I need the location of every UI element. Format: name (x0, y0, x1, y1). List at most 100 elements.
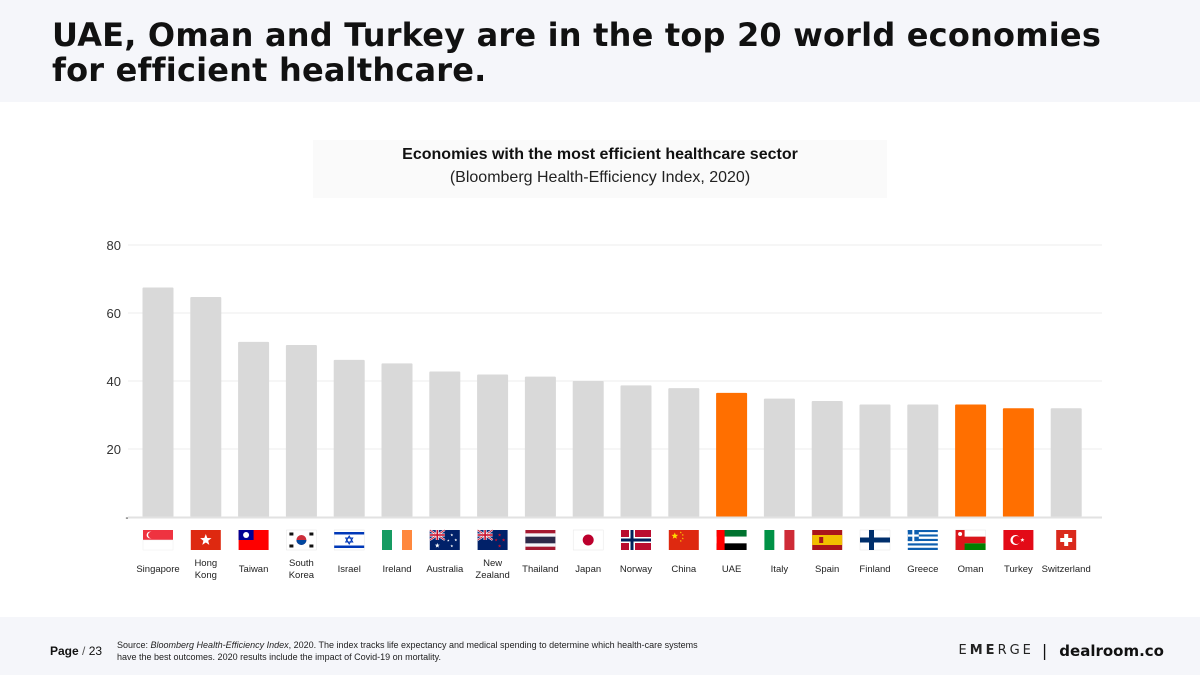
flag-oman-icon (955, 529, 986, 550)
chart-title: Economies with the most efficient health… (402, 146, 798, 163)
flag-taiwan-icon (238, 530, 269, 550)
x-tick-label-line: South (289, 558, 314, 569)
bar-australia (429, 371, 461, 517)
source-citation: Bloomberg Health-Efficiency Index (150, 640, 289, 650)
x-tick-label: Switzerland (1042, 564, 1091, 575)
bar-ireland (381, 363, 413, 517)
x-tick-label: Finland (859, 564, 890, 575)
flag-new-zealand-icon (477, 529, 508, 550)
bar-china (668, 388, 700, 517)
bar-turkey (1002, 408, 1034, 517)
x-tick-label-line: UAE (722, 564, 742, 575)
flag-israel-icon (333, 529, 365, 551)
flag-uae-icon (716, 530, 747, 550)
flag-thailand-icon (525, 530, 556, 550)
header-band: UAE, Oman and Turkey are in the top 20 w… (0, 0, 1200, 102)
dealroom-logo: dealroom.co (1059, 641, 1164, 660)
x-tick-label: Spain (815, 564, 839, 575)
flag-ireland-icon (382, 530, 412, 550)
x-tick-label-line: New (483, 558, 502, 569)
x-tick-label: Turkey (1004, 564, 1033, 575)
x-tick-label-line: Singapore (136, 564, 179, 575)
x-tick-label-line: Australia (426, 564, 464, 575)
bar-south-korea (285, 344, 317, 517)
flag-hong-kong-icon (190, 530, 221, 550)
x-tick-label: Thailand (522, 564, 558, 575)
bar-israel (333, 359, 365, 517)
source-text: , 2020. The index tracks life expectancy… (117, 640, 698, 662)
x-tick-label: China (671, 564, 697, 575)
bar-thailand (524, 376, 556, 517)
source-note: Source: Bloomberg Health-Efficiency Inde… (117, 639, 717, 663)
x-tick-label-line: Japan (575, 564, 601, 575)
flag-japan-icon (572, 529, 604, 551)
bars (142, 287, 1082, 517)
flag-spain-icon (812, 530, 843, 550)
x-tick-label-line: Spain (815, 564, 839, 575)
bar-norway (620, 385, 652, 517)
brand-logos: EMERGE | dealroom.co (959, 641, 1164, 660)
x-tick-label-line: Taiwan (239, 564, 269, 575)
flag-australia-icon (429, 529, 460, 550)
source-prefix: Source: (117, 640, 151, 650)
x-tick-label: Oman (958, 564, 984, 575)
bar-greece (907, 404, 939, 517)
flags (142, 529, 1077, 551)
x-tick-label: Australia (426, 564, 464, 575)
page-number: Page / 23 (50, 644, 102, 658)
flag-italy-icon (764, 530, 795, 550)
x-tick-label-line: Oman (958, 564, 984, 575)
x-tick-label-line: Norway (620, 564, 652, 575)
y-tick-label: 40 (107, 374, 121, 389)
page-separator: / (82, 644, 86, 658)
bar-oman (955, 404, 987, 517)
x-tick-label: UAE (722, 564, 742, 575)
y-tick-zero-label: - (125, 512, 129, 524)
bar-finland (859, 404, 891, 517)
x-tick-label-line: Hong (194, 558, 217, 569)
x-tick-label: Taiwan (239, 564, 269, 575)
x-tick-label-line: Turkey (1004, 564, 1033, 575)
y-tick-label: 20 (107, 442, 121, 457)
emerge-logo-part-c: RGE (997, 643, 1034, 658)
x-tick-label-line: China (671, 564, 697, 575)
flag-finland-icon (859, 529, 891, 551)
x-tick-label-line: Finland (859, 564, 890, 575)
emerge-logo-part-a: E (958, 643, 970, 658)
category-labels: Singapore Hong Kong Taiwan South Korea Israel I… (136, 558, 1090, 581)
bar-hong-kong (190, 297, 222, 517)
flag-china-icon (668, 530, 699, 550)
x-tick-label: Italy (771, 564, 789, 575)
x-tick-label: Ireland (382, 564, 411, 575)
x-tick-label-line: Italy (771, 564, 789, 575)
x-tick-label-line: Kong (195, 570, 217, 581)
emerge-logo: EMERGE (959, 643, 1034, 658)
x-tick-label: Israel (338, 564, 361, 575)
page-number-value: 23 (88, 644, 103, 658)
x-tick-label: South Korea (289, 558, 315, 581)
flag-singapore-icon (142, 530, 174, 551)
x-tick-label: Singapore (136, 564, 179, 575)
bar-switzerland (1050, 408, 1082, 517)
flag-turkey-icon (1003, 530, 1034, 550)
x-tick-label: Japan (575, 564, 601, 575)
bar-italy (763, 398, 795, 517)
flag-switzerland-icon (1056, 530, 1077, 550)
emerge-logo-part-b: ME (969, 643, 998, 658)
page-label: Page (50, 644, 79, 658)
brand-separator: | (1041, 641, 1048, 660)
x-tick-label-line: Ireland (382, 564, 411, 575)
x-tick-label-line: Israel (338, 564, 361, 575)
flag-norway-icon (621, 530, 651, 550)
x-tick-label: Greece (907, 564, 938, 575)
bar-spain (811, 401, 843, 517)
x-tick-label: Norway (620, 564, 652, 575)
x-tick-label-line: Greece (907, 564, 938, 575)
bar-taiwan (238, 341, 270, 517)
page-title: UAE, Oman and Turkey are in the top 20 w… (52, 16, 1102, 89)
y-tick-label: 80 (107, 238, 121, 253)
bar-japan (572, 381, 604, 517)
x-tick-label: New Zealand (475, 558, 509, 581)
bar-uae (716, 392, 748, 517)
